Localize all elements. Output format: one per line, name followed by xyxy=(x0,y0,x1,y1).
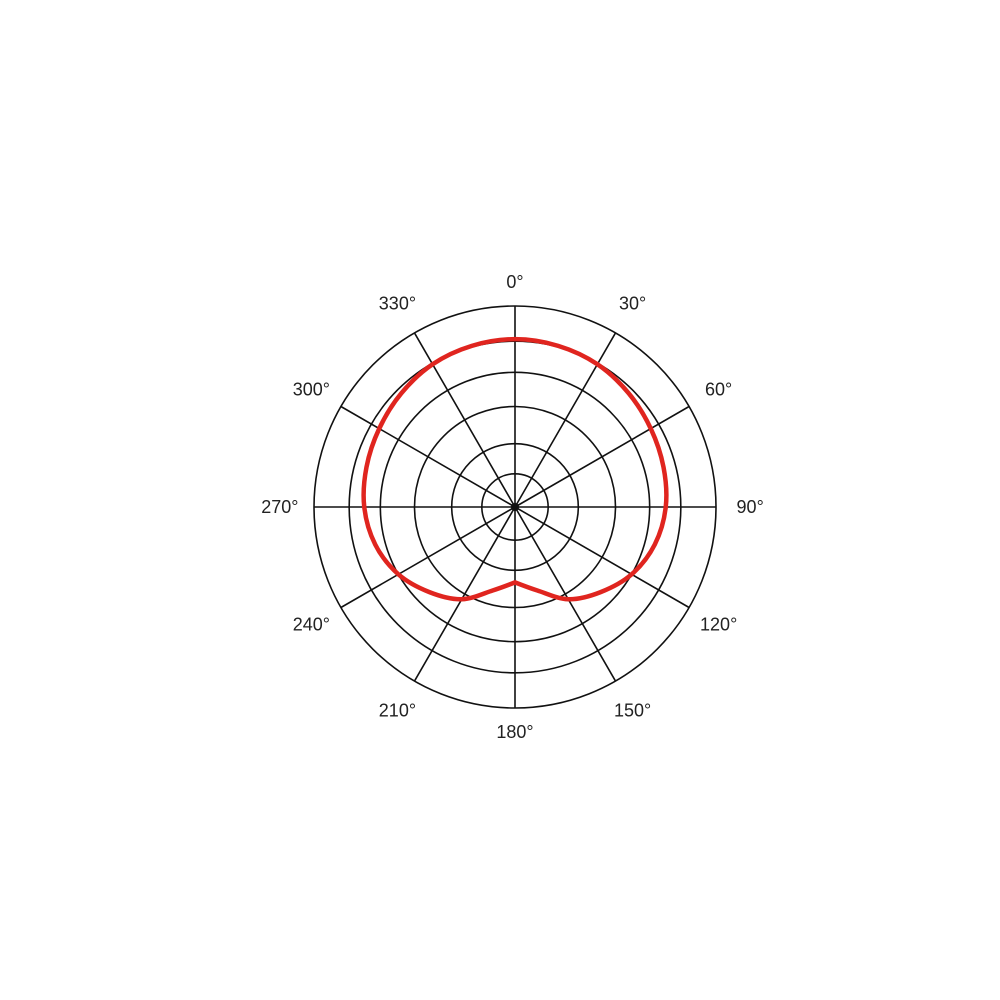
angle-label-0: 0° xyxy=(506,272,523,292)
grid-spoke-240 xyxy=(340,506,516,609)
series-line-0 xyxy=(361,336,669,602)
angle-label-210: 210° xyxy=(379,701,416,721)
grid-spoke-150 xyxy=(514,506,617,682)
angle-label-300: 300° xyxy=(293,379,330,399)
angle-label-330: 330° xyxy=(379,293,416,313)
grid-spoke-30 xyxy=(514,332,617,508)
angle-label-120: 120° xyxy=(700,615,737,635)
angle-label-150: 150° xyxy=(614,701,651,721)
grid-spoke-120 xyxy=(514,506,690,609)
series-layer xyxy=(361,336,669,602)
angle-label-30: 30° xyxy=(619,293,646,313)
angle-label-90: 90° xyxy=(737,497,764,517)
center-dot xyxy=(511,503,519,511)
grid-spoke-210 xyxy=(413,506,516,682)
angle-label-240: 240° xyxy=(293,615,330,635)
angle-tick-labels: 0° 30° 60° 90° 120° 150° 180° 210° 240° 270° 300° 3… xyxy=(261,272,764,742)
grid-spoke-330 xyxy=(413,332,516,508)
polar-grid xyxy=(313,305,717,709)
grid-spoke-300 xyxy=(340,405,516,508)
grid-spoke-60 xyxy=(514,405,690,508)
angle-label-270: 270° xyxy=(261,497,298,517)
angle-label-60: 60° xyxy=(705,379,732,399)
angle-label-180: 180° xyxy=(496,722,533,742)
